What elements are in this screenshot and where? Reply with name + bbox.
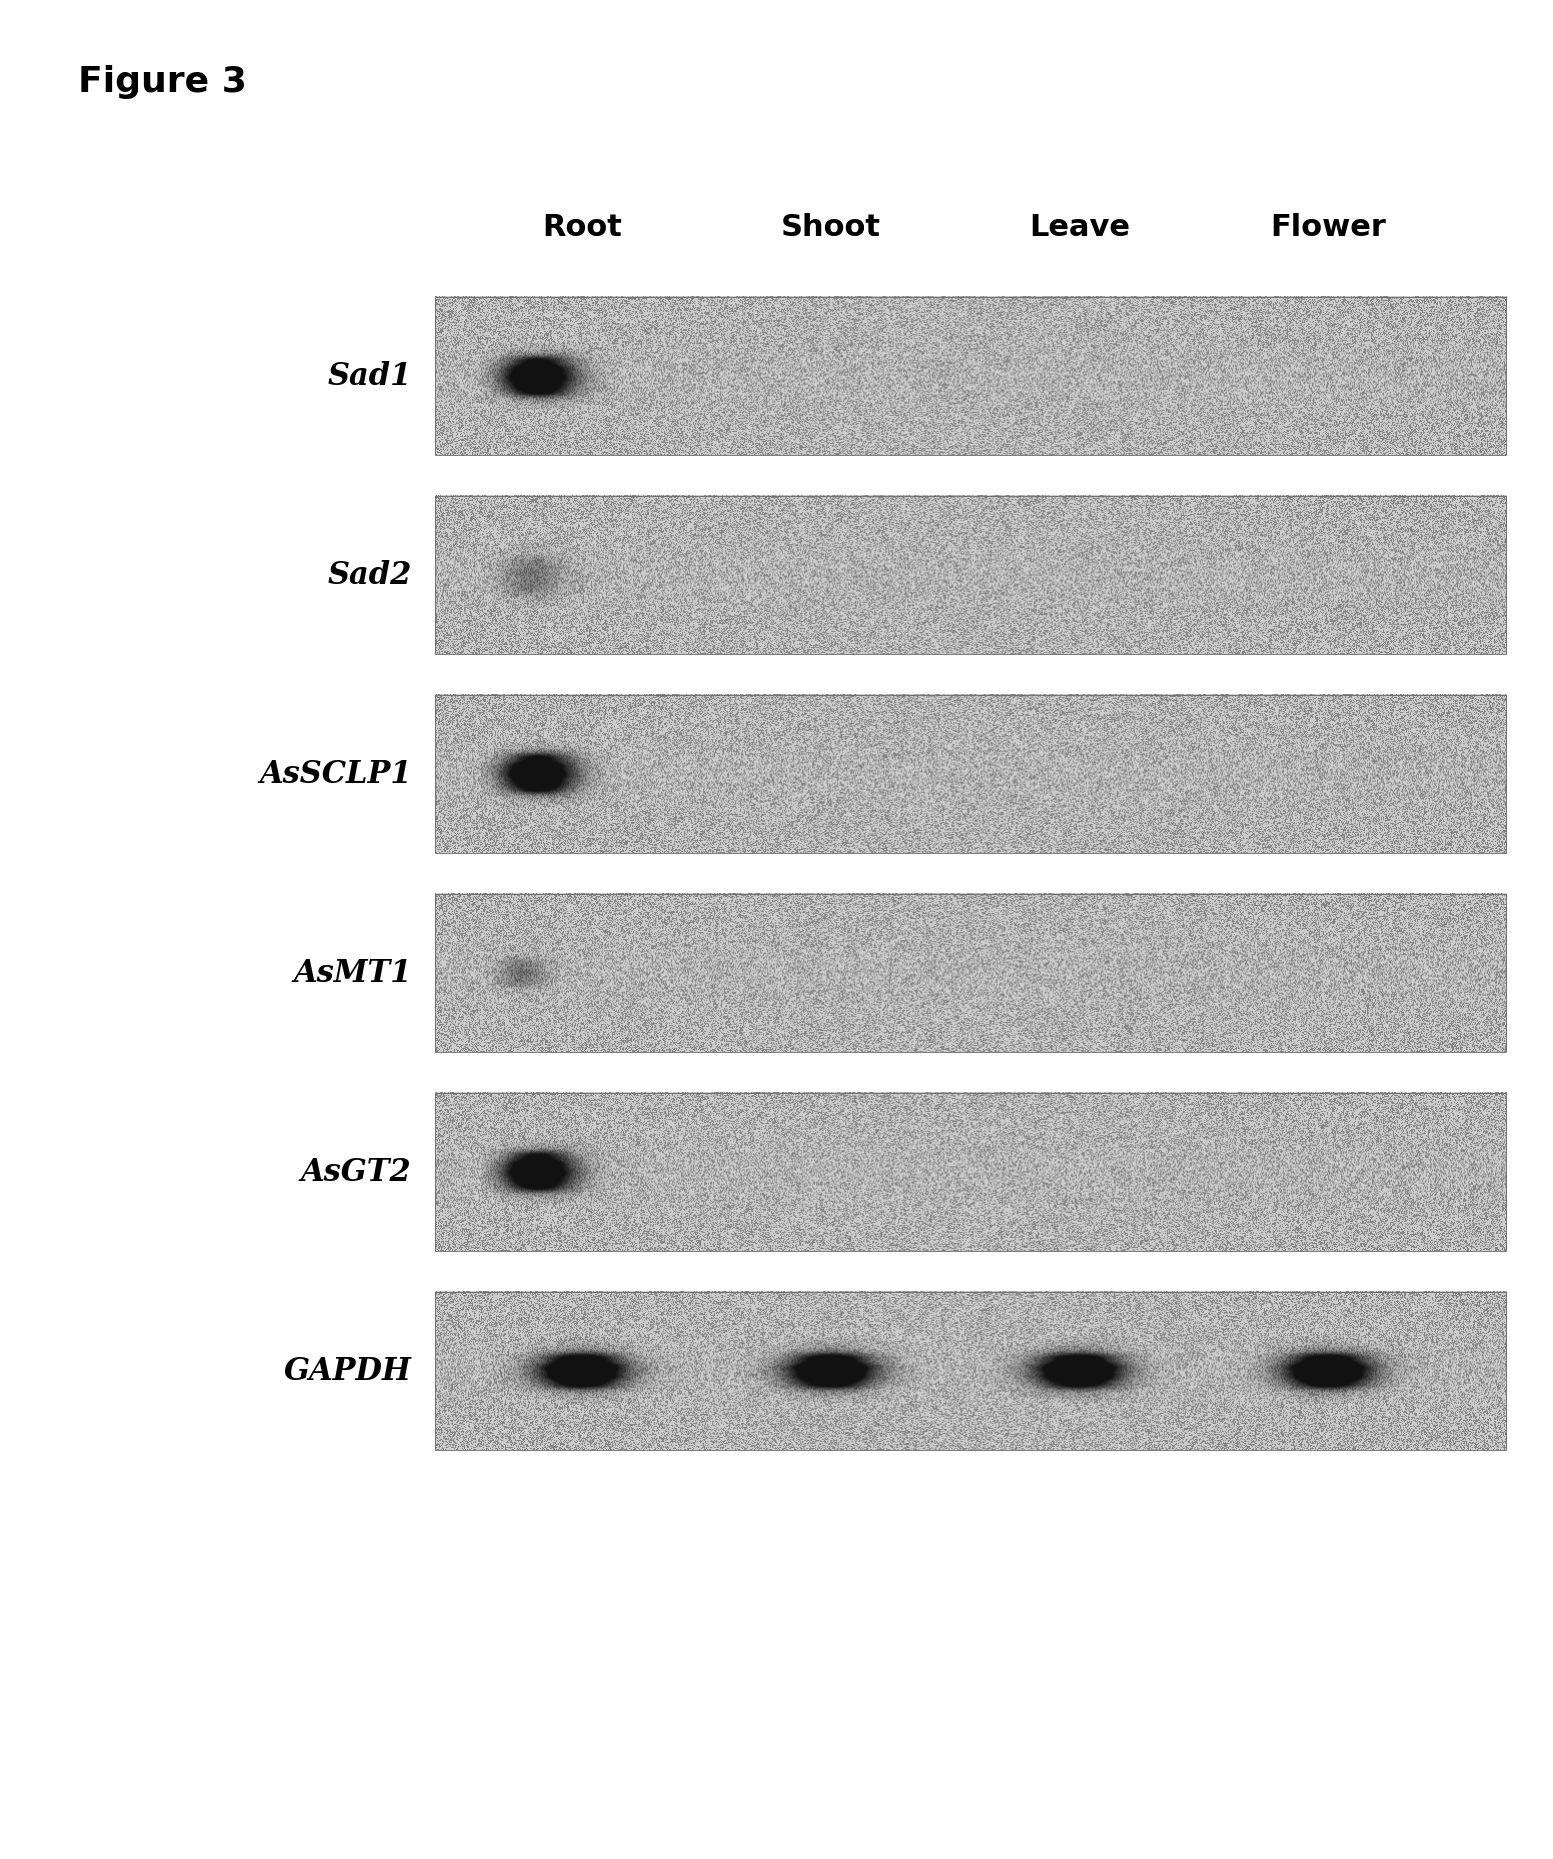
Text: Sad2: Sad2 <box>328 560 412 591</box>
Text: AsMT1: AsMT1 <box>294 957 412 989</box>
Text: Root: Root <box>542 212 623 242</box>
Text: AsSCLP1: AsSCLP1 <box>259 758 412 790</box>
Bar <box>435 695 1506 853</box>
Text: Flower: Flower <box>1270 212 1385 242</box>
Text: Sad1: Sad1 <box>328 361 412 392</box>
Bar <box>435 1292 1506 1450</box>
Text: GAPDH: GAPDH <box>284 1355 412 1387</box>
Bar <box>435 297 1506 455</box>
Text: AsGT2: AsGT2 <box>301 1156 412 1188</box>
Text: Figure 3: Figure 3 <box>78 65 247 99</box>
Text: Leave: Leave <box>1028 212 1131 242</box>
Text: Shoot: Shoot <box>781 212 881 242</box>
Bar <box>435 1093 1506 1251</box>
Bar <box>435 894 1506 1052</box>
Bar <box>435 496 1506 654</box>
